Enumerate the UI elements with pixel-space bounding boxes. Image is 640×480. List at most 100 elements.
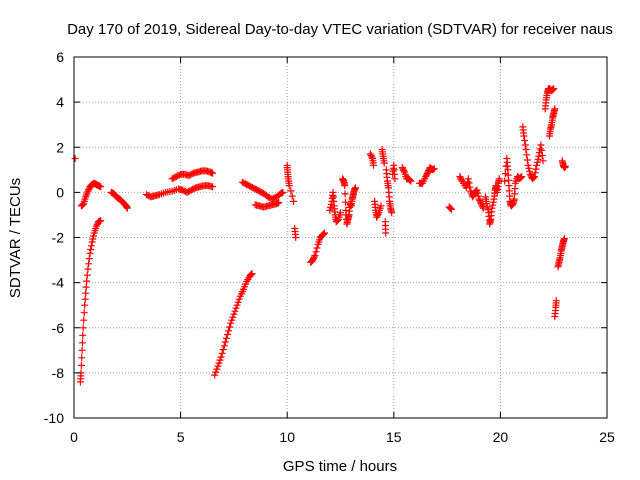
y-tick-label: -8 bbox=[52, 365, 65, 381]
data-point bbox=[247, 271, 255, 279]
data-point bbox=[86, 249, 94, 257]
data-point bbox=[87, 246, 95, 253]
data-point bbox=[311, 252, 319, 259]
data-point bbox=[84, 265, 92, 273]
y-axis-label: SDTVAR / TECUs bbox=[7, 178, 24, 298]
data-point bbox=[374, 210, 382, 218]
x-axis-label: GPS time / hours bbox=[283, 458, 397, 475]
data-point bbox=[399, 165, 407, 173]
data-point bbox=[216, 356, 224, 364]
data-point bbox=[423, 170, 431, 178]
data-point bbox=[218, 349, 226, 357]
data-point bbox=[465, 179, 473, 187]
data-point bbox=[382, 229, 390, 237]
data-point bbox=[531, 173, 538, 181]
data-point bbox=[222, 334, 230, 342]
data-point bbox=[516, 174, 524, 182]
data-point bbox=[430, 165, 438, 173]
data-point bbox=[79, 339, 86, 347]
data-point bbox=[520, 132, 528, 140]
data-points-layer bbox=[71, 85, 569, 386]
data-point bbox=[533, 161, 541, 169]
data-point bbox=[82, 283, 90, 291]
data-point bbox=[549, 85, 557, 93]
data-point bbox=[531, 169, 539, 177]
data-point bbox=[80, 309, 88, 317]
x-tick-label: 25 bbox=[599, 429, 615, 445]
data-point bbox=[230, 310, 238, 318]
data-point bbox=[84, 187, 92, 195]
data-point bbox=[400, 167, 408, 175]
data-point bbox=[405, 176, 413, 184]
data-point bbox=[374, 212, 381, 220]
data-point bbox=[80, 316, 88, 324]
data-point bbox=[388, 209, 396, 217]
data-point bbox=[479, 204, 487, 212]
data-point bbox=[536, 145, 544, 153]
data-point bbox=[391, 175, 399, 183]
data-point bbox=[523, 151, 531, 159]
data-point bbox=[227, 319, 235, 327]
data-point bbox=[310, 255, 317, 263]
data-point bbox=[279, 188, 287, 196]
data-point bbox=[524, 161, 532, 169]
data-point bbox=[234, 298, 242, 306]
data-point bbox=[373, 213, 381, 221]
data-point bbox=[457, 174, 465, 182]
data-point bbox=[551, 105, 559, 113]
data-point bbox=[529, 174, 537, 182]
data-point bbox=[83, 271, 91, 279]
chart-title: Day 170 of 2019, Sidereal Day-to-day VTE… bbox=[67, 21, 613, 38]
data-point bbox=[310, 253, 318, 261]
x-tick-label: 20 bbox=[493, 429, 509, 445]
data-point bbox=[473, 186, 481, 194]
data-point bbox=[327, 203, 335, 211]
data-point bbox=[79, 324, 87, 332]
data-point bbox=[217, 353, 225, 361]
data-point bbox=[489, 198, 497, 206]
y-tick-label: -10 bbox=[44, 410, 64, 426]
data-point bbox=[561, 162, 569, 170]
data-point bbox=[474, 189, 482, 197]
data-point bbox=[446, 204, 454, 212]
x-tick-label: 5 bbox=[177, 429, 185, 445]
data-point bbox=[79, 200, 87, 208]
data-point bbox=[501, 177, 509, 185]
data-point bbox=[320, 230, 328, 238]
data-point bbox=[535, 152, 543, 160]
data-point bbox=[370, 161, 377, 169]
data-point bbox=[83, 277, 91, 285]
data-point bbox=[351, 184, 359, 192]
data-point bbox=[538, 152, 546, 159]
ticks-layer: 0 5 10 15 20 25 -10 -8 -6 -4 -2 0 2 4 6 bbox=[44, 49, 615, 445]
data-point bbox=[526, 170, 534, 178]
data-point bbox=[209, 183, 217, 191]
data-point bbox=[247, 270, 255, 278]
data-point bbox=[97, 183, 105, 191]
data-point bbox=[337, 209, 344, 217]
data-point bbox=[533, 158, 541, 166]
data-point bbox=[92, 222, 100, 230]
data-point bbox=[229, 313, 237, 321]
data-point bbox=[483, 203, 491, 211]
data-point bbox=[495, 175, 503, 183]
data-point bbox=[464, 178, 472, 186]
y-tick-label: 0 bbox=[56, 184, 64, 200]
data-point bbox=[447, 205, 455, 213]
data-point bbox=[85, 186, 93, 194]
data-point bbox=[380, 159, 388, 167]
data-point bbox=[447, 205, 455, 212]
data-point bbox=[232, 304, 240, 312]
data-point bbox=[326, 206, 334, 214]
data-point bbox=[457, 176, 465, 184]
data-point bbox=[488, 204, 496, 212]
data-point bbox=[476, 197, 484, 205]
data-point bbox=[333, 217, 341, 225]
data-point bbox=[474, 192, 482, 200]
data-point bbox=[81, 295, 89, 303]
data-point bbox=[423, 171, 430, 179]
y-tick-label: 2 bbox=[56, 139, 64, 155]
data-point bbox=[525, 164, 533, 172]
data-point bbox=[377, 202, 385, 210]
data-point bbox=[275, 199, 283, 206]
